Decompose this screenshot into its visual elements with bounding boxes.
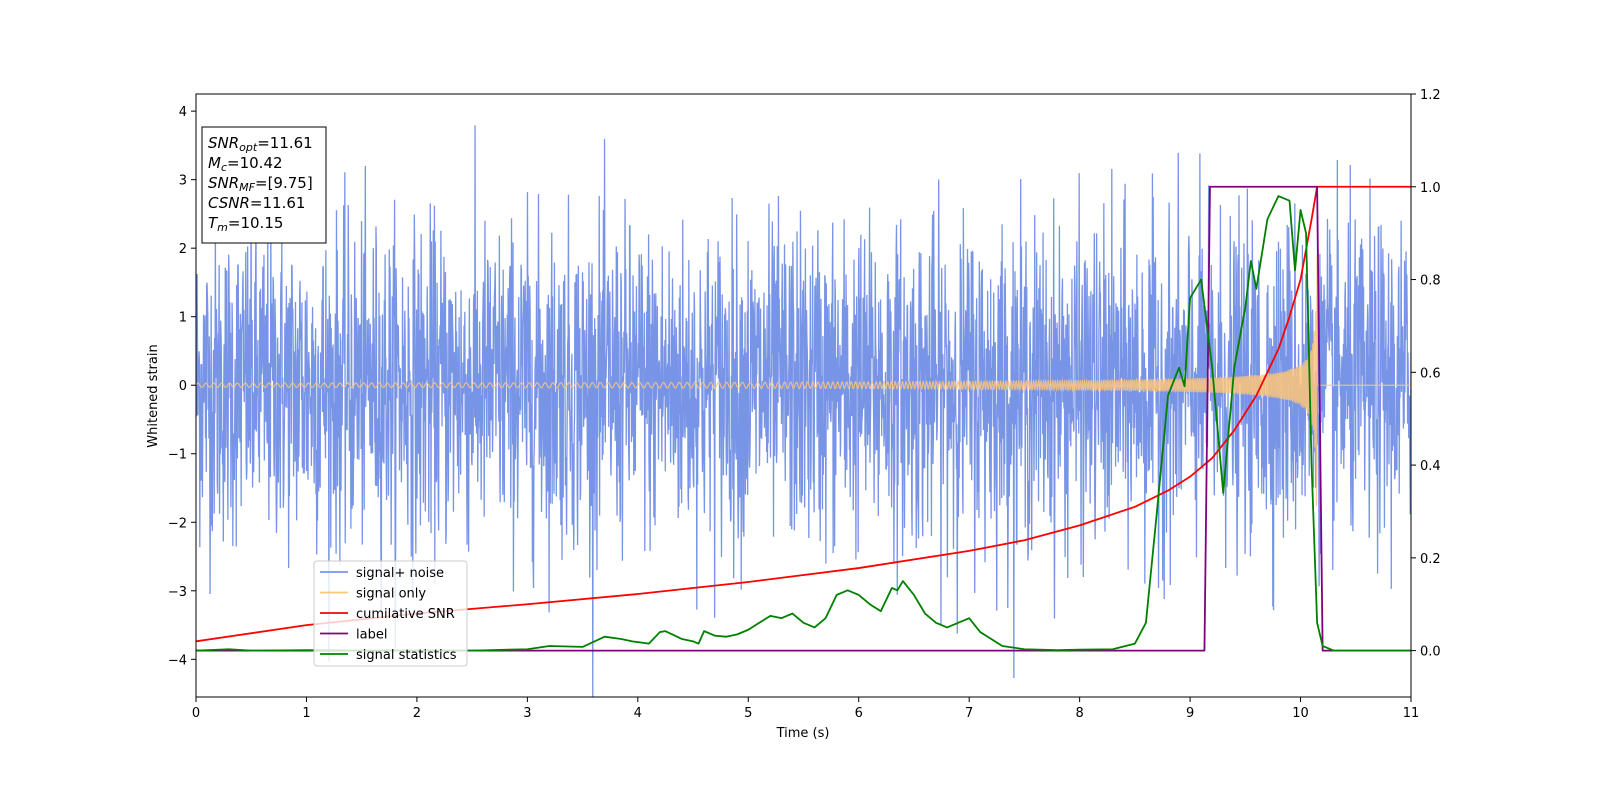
x-tick-label: 7 xyxy=(965,706,973,721)
legend-frame xyxy=(313,560,468,667)
y-left-tick-label: 3 xyxy=(179,174,187,189)
x-tick-label: 5 xyxy=(744,706,752,721)
info-box-line: CSNR=11.61 xyxy=(208,194,305,212)
legend-label: cumilative SNR xyxy=(356,607,455,622)
y-left-tick-label: −3 xyxy=(168,585,187,600)
info-box-line: SNRMF=[9.75] xyxy=(208,174,313,194)
info-box-line: SNRopt=11.61 xyxy=(208,134,313,154)
y-right-tick-label: 0.0 xyxy=(1420,645,1441,660)
y-right-tick-label: 0.8 xyxy=(1420,274,1441,289)
y-axis-label: Whitened strain xyxy=(146,344,161,447)
y-right-tick-label: 0.4 xyxy=(1420,459,1441,474)
legend: signal+ noise signal only cumilative SNR la… xyxy=(313,560,468,667)
info-box: SNRopt=11.61Mc=10.42SNRMF=[9.75]CSNR=11.… xyxy=(201,126,327,244)
y-left-tick-label: −4 xyxy=(168,653,187,668)
x-axis-label: Time (s) xyxy=(776,726,830,741)
x-tick-label: 1 xyxy=(302,706,310,721)
x-tick-label: 3 xyxy=(523,706,531,721)
y-right-tick-label: 1.2 xyxy=(1420,88,1441,103)
series-cumulative-snr xyxy=(196,185,1411,643)
info-box-line: Mc=10.42 xyxy=(208,154,283,174)
y-left-tick-label: 1 xyxy=(179,311,187,326)
y-left-tick-label: −1 xyxy=(168,448,187,463)
series-signal-statistics xyxy=(196,195,1411,652)
x-tick-label: 9 xyxy=(1186,706,1194,721)
y-right-tick-label: 1.0 xyxy=(1420,181,1441,196)
info-box-frame xyxy=(201,126,327,244)
info-box-line: Tm=10.15 xyxy=(208,214,283,234)
x-tick-label: 11 xyxy=(1403,706,1420,721)
axes: 0 1 2 3 4 5 6 7 8 9 10 11 −4 −3 −2 −1 0 1 2 3 4 0.0 0.2 0.4 0.6 0… xyxy=(168,88,1441,721)
x-tick-label: 4 xyxy=(634,706,642,721)
y-right-tick-label: 0.2 xyxy=(1420,552,1441,567)
y-left-tick-label: 0 xyxy=(179,379,187,394)
y-left-tick-label: −2 xyxy=(168,516,187,531)
y-right-tick-label: 0.6 xyxy=(1420,366,1441,381)
plot-area xyxy=(196,125,1411,697)
plot-frame xyxy=(195,93,1412,698)
x-tick-label: 8 xyxy=(1075,706,1083,721)
legend-label: label xyxy=(356,628,387,643)
x-tick-label: 2 xyxy=(413,706,421,721)
y-left-tick-label: 4 xyxy=(179,105,187,120)
legend-label: signal statistics xyxy=(356,648,457,663)
x-tick-label: 0 xyxy=(192,706,200,721)
x-tick-label: 10 xyxy=(1292,706,1309,721)
legend-label: signal only xyxy=(356,587,426,602)
legend-label: signal+ noise xyxy=(356,566,444,581)
x-tick-label: 6 xyxy=(855,706,863,721)
y-left-tick-label: 2 xyxy=(179,242,187,257)
